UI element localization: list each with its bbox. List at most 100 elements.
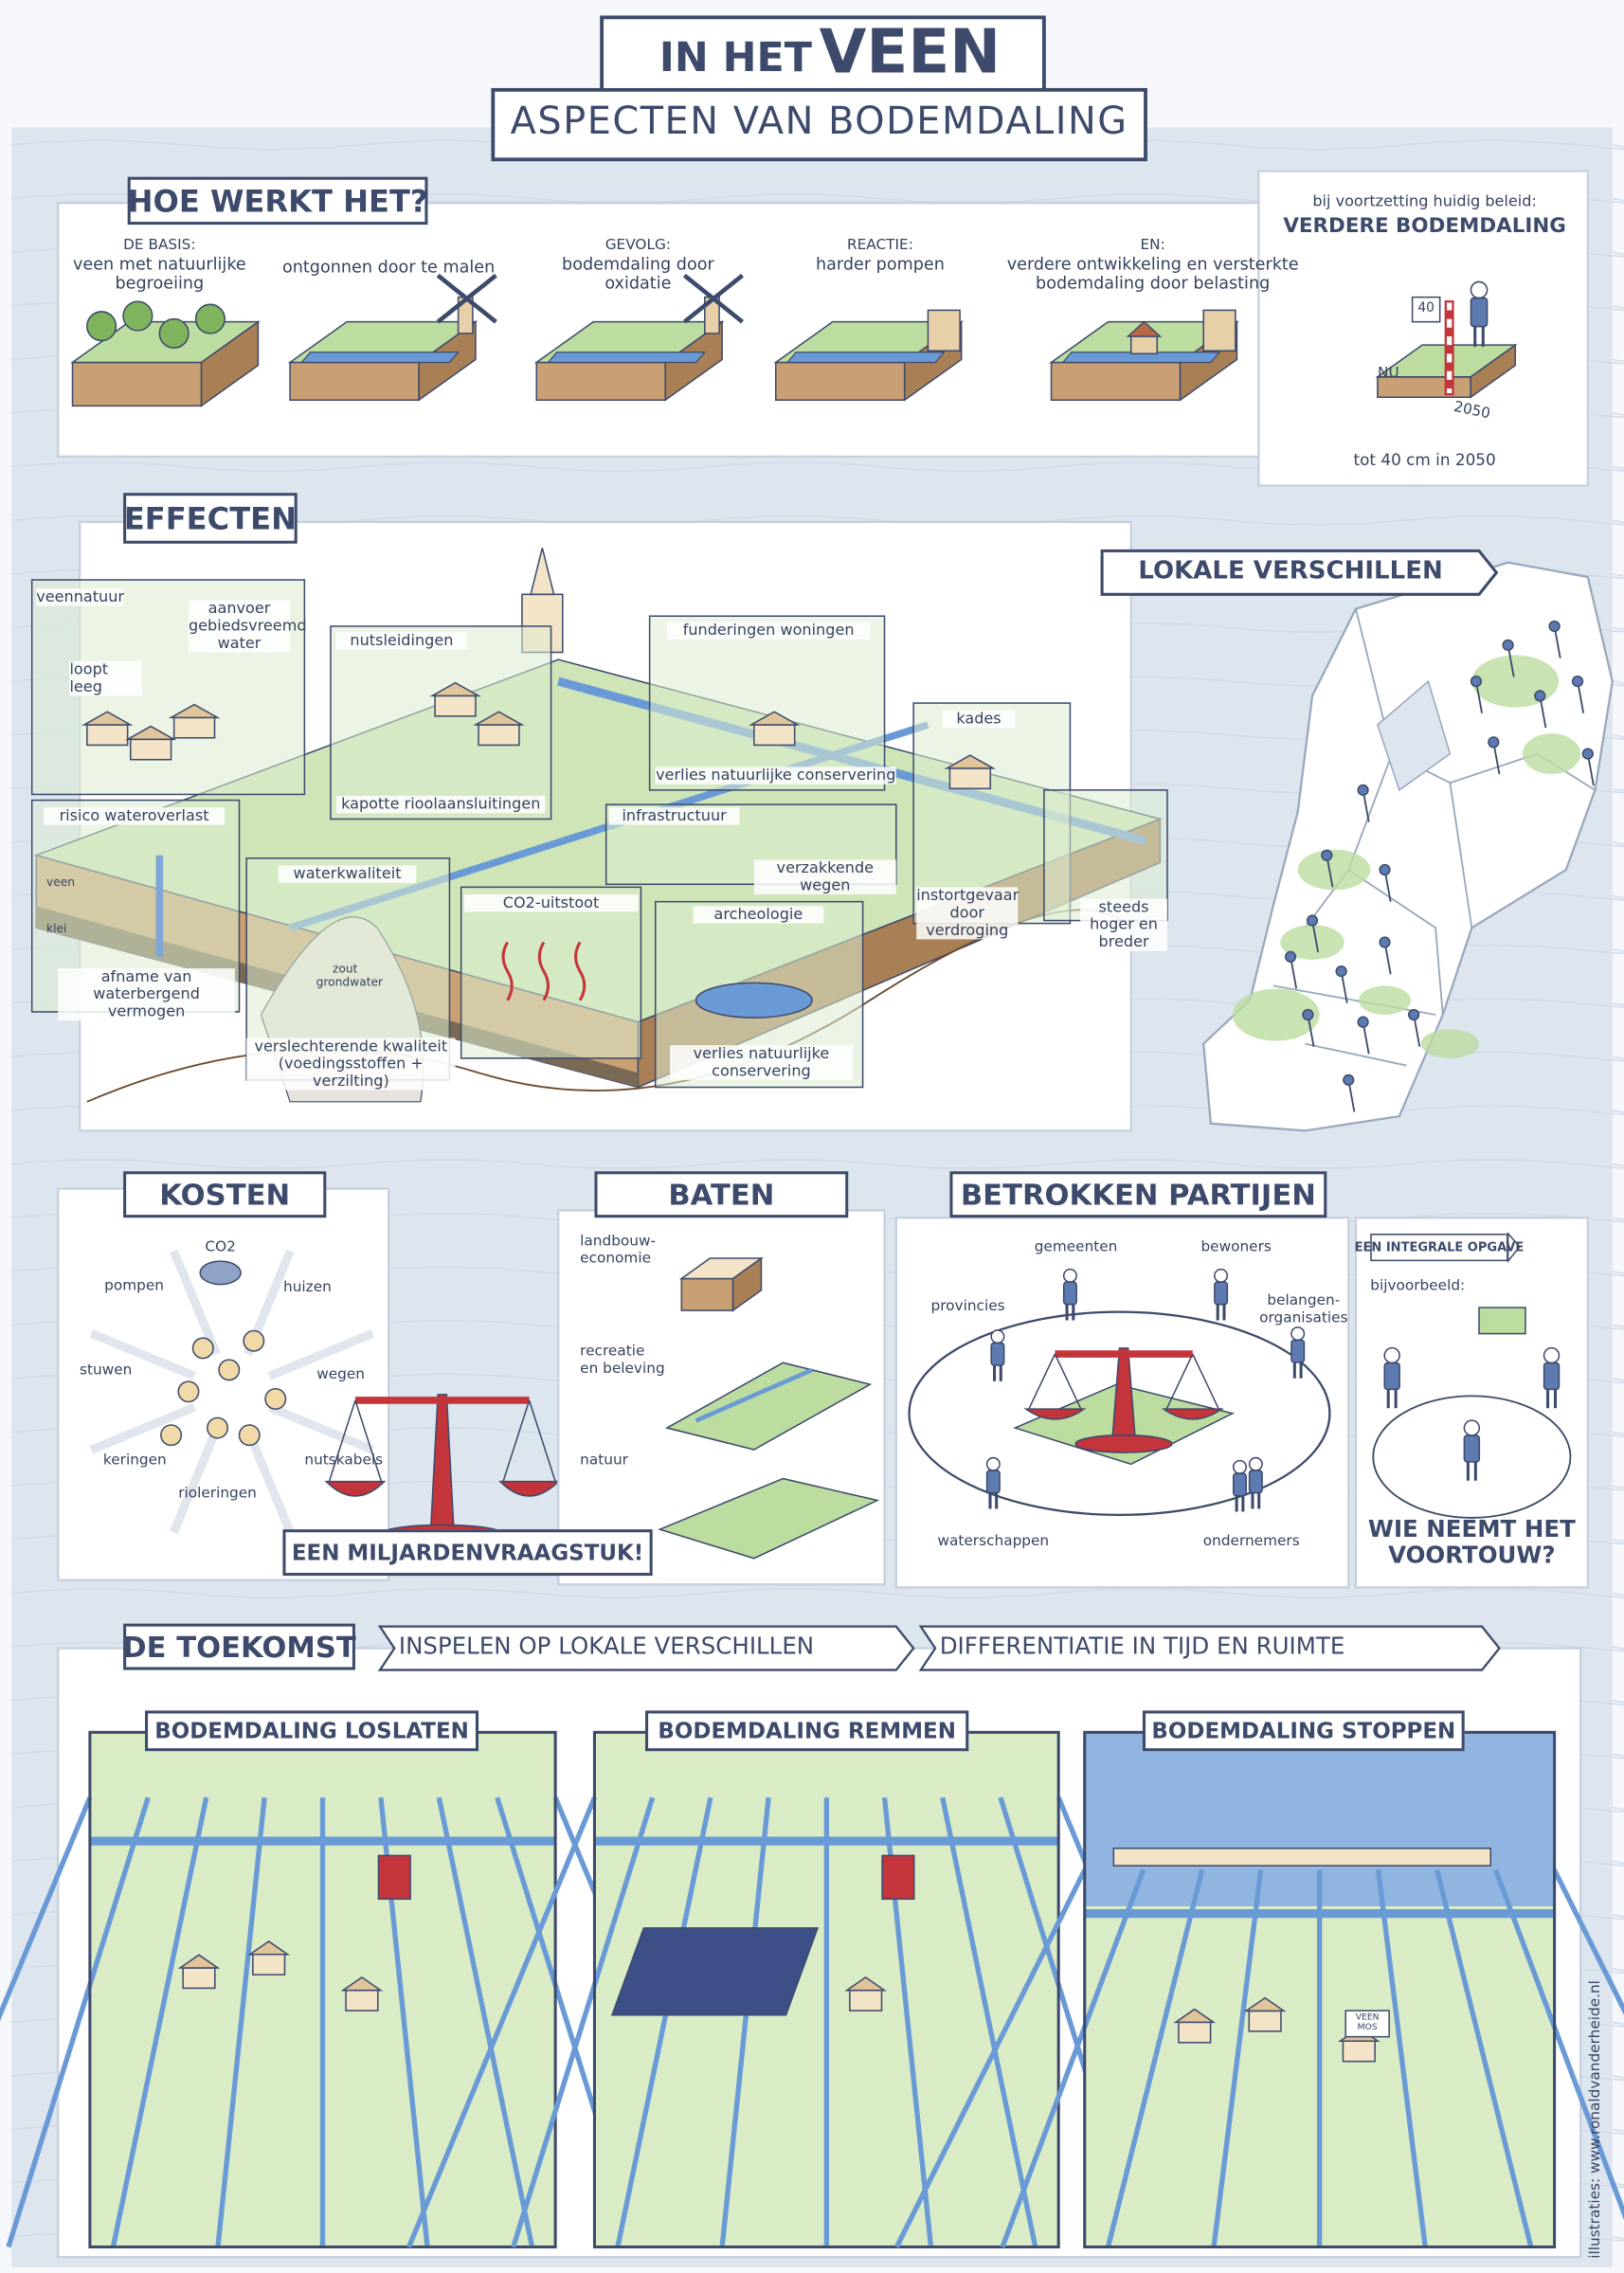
stage: IN HETVEENASPECTEN VAN BODEMDALINGHOE WE… — [0, 0, 1624, 2273]
callout-frame — [650, 616, 885, 790]
peat-area — [1421, 1029, 1479, 1058]
person-head — [1471, 281, 1487, 298]
gauge-stripe — [1446, 380, 1453, 388]
farm-house — [183, 1968, 215, 1988]
section-title: EFFECTEN — [123, 493, 298, 544]
building — [435, 695, 476, 715]
step-heading: GEVOLG: — [558, 238, 717, 255]
cost-item: wegen — [312, 1367, 370, 1384]
poster: IN HETVEENASPECTEN VAN BODEMDALINGHOE WE… — [0, 0, 1624, 2273]
person-head — [991, 1330, 1003, 1343]
party-item: provincies — [928, 1299, 1007, 1316]
person-body — [1544, 1363, 1560, 1390]
building — [131, 739, 171, 759]
effect-label: veen — [46, 875, 90, 889]
coin — [244, 1331, 263, 1351]
gauge-stripe — [1446, 310, 1453, 318]
pump-house — [1203, 310, 1236, 351]
coin — [193, 1338, 213, 1358]
person-head — [1544, 1348, 1560, 1363]
title-small: IN HET — [638, 35, 812, 81]
person-body — [1291, 1340, 1304, 1362]
example-label: bijvoorbeeld: — [1370, 1278, 1486, 1295]
party-item: waterschappen — [935, 1534, 1051, 1551]
peat-area — [1359, 985, 1411, 1015]
gauge-stripe — [1446, 363, 1453, 371]
person-head — [1064, 1270, 1076, 1282]
effect-label: kapotte rioolaansluitingen — [336, 796, 545, 813]
coin — [161, 1425, 181, 1445]
person-head — [1250, 1458, 1262, 1470]
map-pin-head — [1358, 785, 1368, 795]
peat-area — [1298, 850, 1371, 891]
effect-label: veennatuur — [36, 588, 123, 605]
outlook-heading: VERDERE BODEMDALING — [1261, 214, 1587, 238]
party-item: belangen-organisaties — [1258, 1293, 1348, 1326]
person-body — [1215, 1282, 1227, 1305]
coin — [240, 1425, 260, 1445]
map-pin-head — [1286, 951, 1296, 962]
cost-item: rioleringen — [174, 1486, 262, 1503]
person-body — [1464, 1435, 1479, 1462]
credit: illustraties: www.ronaldvanderheide.nl — [1588, 1867, 1605, 2259]
effect-label: funderingen woningen — [667, 622, 870, 639]
house — [1131, 336, 1158, 353]
step-text: bodemdaling door oxidatie — [558, 255, 717, 293]
effect-label: kades — [943, 711, 1016, 728]
effect-label: afname van waterbergend vermogen — [58, 968, 235, 1020]
effect-label: verzakkende wegen — [754, 859, 896, 894]
farm-house — [253, 1955, 285, 1975]
map-pin-head — [1336, 966, 1346, 977]
pump-station — [882, 1855, 914, 1899]
effect-label: verslechterende kwaliteit (voedingsstoff… — [246, 1037, 455, 1090]
person-body — [1384, 1363, 1399, 1390]
map-pin-head — [1409, 1010, 1419, 1020]
gauge-stripe — [1446, 328, 1453, 336]
callout-frame — [461, 887, 641, 1058]
example-sign — [1479, 1308, 1525, 1334]
section-title: KOSTEN — [123, 1171, 326, 1218]
cost-item: pompen — [101, 1278, 167, 1295]
map-pin-head — [1380, 865, 1390, 875]
pump-house — [928, 310, 960, 351]
person-body — [1064, 1282, 1076, 1305]
pump-station — [378, 1855, 410, 1899]
effect-label: verlies natuurlijke conservering — [656, 767, 896, 784]
building — [949, 768, 990, 788]
effect-label: aanvoer gebiedsvreemd water — [189, 600, 290, 652]
person-body — [1471, 298, 1487, 327]
effect-label: instortgevaar door verdroging — [916, 887, 1018, 939]
benefit-item: natuur — [580, 1452, 638, 1470]
person-body — [1234, 1473, 1246, 1496]
cost-item: huizen — [279, 1280, 336, 1297]
person-head — [1291, 1327, 1304, 1340]
person-body — [991, 1343, 1003, 1365]
step-text: harder pompen — [793, 255, 967, 274]
step-heading: DE BASIS: — [58, 238, 261, 255]
future-step: DIFFERENTIATIE IN TIJD EN RUIMTE — [940, 1633, 1375, 1660]
map-pin-head — [1303, 1010, 1313, 1020]
peat-area — [1523, 733, 1580, 774]
map-pin-head — [1471, 676, 1482, 687]
map-pin-head — [1380, 937, 1390, 947]
cost-item: nutskabels — [304, 1452, 380, 1470]
map-pin-head — [1308, 915, 1318, 926]
soil-front — [290, 363, 419, 401]
effect-label: waterkwaliteit — [279, 865, 416, 882]
map-pin-head — [1344, 1074, 1354, 1085]
person-head — [1234, 1461, 1246, 1473]
person-head — [1384, 1348, 1399, 1363]
ditch — [548, 352, 704, 363]
soil-front — [681, 1278, 732, 1310]
coin — [178, 1381, 198, 1401]
benefit-item: landbouw-economie — [580, 1234, 659, 1267]
tree — [159, 319, 189, 349]
person-body — [987, 1470, 1000, 1493]
outlook-caption: tot 40 cm in 2050 — [1276, 452, 1574, 470]
map-pin-head — [1535, 691, 1545, 701]
party-item: gemeenten — [1033, 1239, 1120, 1256]
soil-front — [1052, 363, 1181, 401]
sign-label: VEEN MOS — [1345, 2013, 1389, 2033]
coin — [208, 1417, 227, 1437]
scale-base — [1075, 1435, 1172, 1452]
